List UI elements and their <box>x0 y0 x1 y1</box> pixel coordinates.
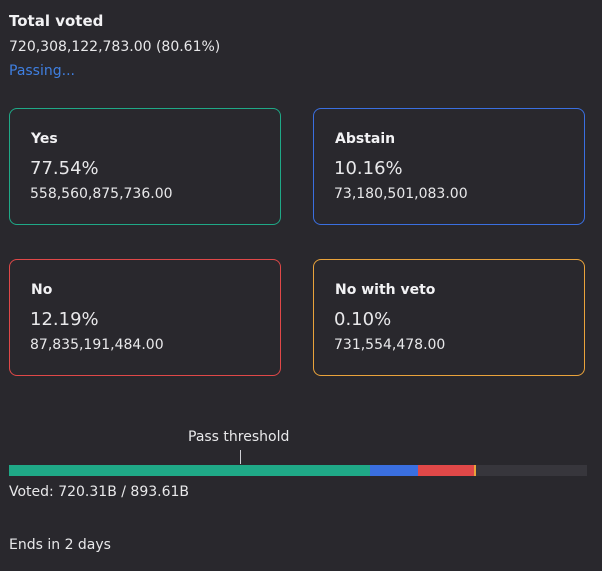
no-percent: 12.19% <box>30 309 99 330</box>
abstain-percent: 10.16% <box>334 158 403 179</box>
progress-segment-no <box>418 465 474 476</box>
no-with-veto-percent: 0.10% <box>334 309 392 330</box>
no-with-veto-label: No with veto <box>335 282 436 298</box>
yes-amount: 558,560,875,736.00 <box>30 186 173 202</box>
voted-summary: Voted: 720.31B / 893.61B <box>9 484 190 500</box>
pass-threshold-marker <box>240 450 241 464</box>
yes-card: Yes 77.54% 558,560,875,736.00 <box>9 108 281 225</box>
status-text: Passing... <box>9 63 75 79</box>
no-with-veto-amount: 731,554,478.00 <box>334 337 446 353</box>
progress-segment-veto <box>474 465 476 476</box>
no-card: No 12.19% 87,835,191,484.00 <box>9 259 281 376</box>
pass-threshold-label: Pass threshold <box>188 429 290 445</box>
abstain-amount: 73,180,501,083.00 <box>334 186 468 202</box>
no-amount: 87,835,191,484.00 <box>30 337 164 353</box>
total-voted-value: 720,308,122,783.00 (80.61%) <box>9 39 221 55</box>
yes-label: Yes <box>31 131 58 147</box>
vote-progress-bar <box>9 465 587 476</box>
progress-segment-abstain <box>370 465 418 476</box>
progress-segment-yes <box>9 465 370 476</box>
abstain-card: Abstain 10.16% 73,180,501,083.00 <box>313 108 585 225</box>
total-voted-label: Total voted <box>9 12 104 30</box>
ends-in-text: Ends in 2 days <box>9 537 111 553</box>
abstain-label: Abstain <box>335 131 396 147</box>
no-label: No <box>31 282 53 298</box>
yes-percent: 77.54% <box>30 158 99 179</box>
no-with-veto-card: No with veto 0.10% 731,554,478.00 <box>313 259 585 376</box>
